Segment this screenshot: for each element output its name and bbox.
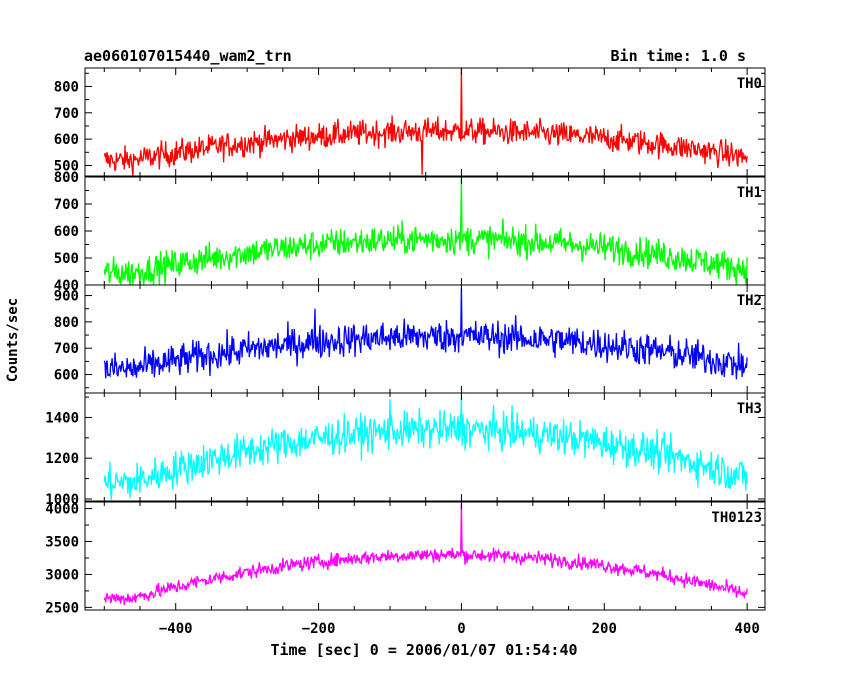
chart-title-left: ae060107015440_wam2_trn <box>84 47 292 65</box>
y-tick-label: 900 <box>54 289 79 305</box>
y-tick-label: 1000 <box>45 492 79 508</box>
panel-label-th3: TH3 <box>737 401 762 417</box>
y-tick-label: 800 <box>54 79 79 95</box>
panel-label-th0: TH0 <box>737 76 762 92</box>
x-tick-label: −200 <box>302 621 336 637</box>
y-tick-label: 3500 <box>45 535 79 551</box>
x-tick-label: 400 <box>734 621 759 637</box>
panel-frame-th0 <box>84 67 766 177</box>
panel-label-th2: TH2 <box>737 293 762 309</box>
panel-frame-th1 <box>84 176 766 286</box>
y-tick-label: 600 <box>54 368 79 384</box>
series-line-th0 <box>103 67 748 177</box>
panel-label-th0123: TH0123 <box>711 510 762 526</box>
y-tick-label: 800 <box>54 170 79 186</box>
y-tick-label: 700 <box>54 341 79 357</box>
y-tick-label: 700 <box>54 197 79 213</box>
y-tick-label: 2500 <box>45 600 79 616</box>
x-tick-label: 200 <box>592 621 617 637</box>
x-axis-label: Time [sec] 0 = 2006/01/07 01:54:40 <box>270 641 577 659</box>
y-tick-label: 500 <box>54 251 79 267</box>
y-tick-label: 500 <box>54 158 79 174</box>
y-axis-label: Counts/sec <box>5 298 21 382</box>
y-tick-label: 1200 <box>45 451 79 467</box>
panel-frame-th3 <box>84 392 766 502</box>
panels-group: 500 600 700 800 TH0 400 500 600 700 800 TH1 600 700 8… <box>45 67 766 637</box>
y-tick-label: 1400 <box>45 410 79 426</box>
y-tick-label: 3000 <box>45 567 79 583</box>
y-tick-label: 700 <box>54 106 79 122</box>
series-line-th2 <box>103 287 748 380</box>
y-tick-label: 600 <box>54 224 79 240</box>
y-tick-label: 4000 <box>45 502 79 518</box>
series-line-th1 <box>103 178 748 286</box>
y-tick-label: 800 <box>54 315 79 331</box>
chart-title-right: Bin time: 1.0 s <box>611 47 746 65</box>
x-tick-label: 0 <box>457 621 465 637</box>
panel-label-th1: TH1 <box>737 185 762 201</box>
series-line-th0123 <box>103 502 748 606</box>
y-tick-label: 400 <box>54 278 79 294</box>
y-tick-label: 600 <box>54 132 79 148</box>
x-tick-label: −400 <box>159 621 193 637</box>
series-line-th3 <box>103 394 748 500</box>
panel-frame-th0123 <box>84 501 766 611</box>
